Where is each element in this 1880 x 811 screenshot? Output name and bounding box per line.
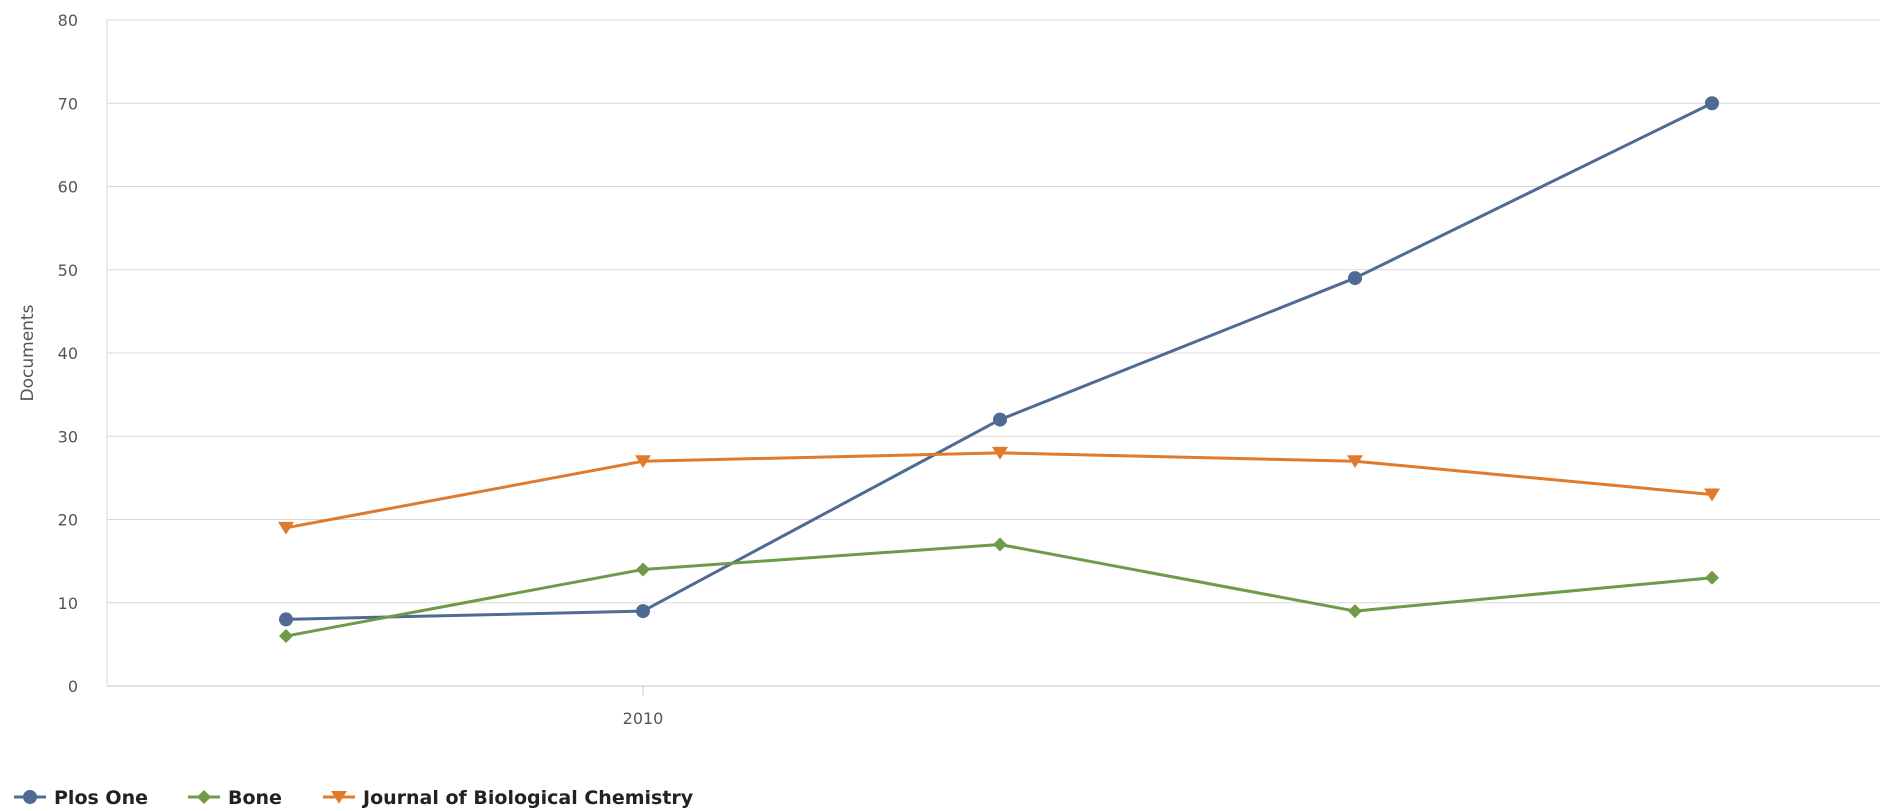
y-tick-label: 10 — [58, 594, 78, 613]
data-point-s2-4[interactable] — [1348, 604, 1362, 619]
data-point-s3-5[interactable] — [1704, 488, 1720, 502]
series-markers — [278, 96, 1720, 644]
y-axis-title: Documents — [18, 304, 38, 401]
y-tick-label: 70 — [58, 94, 78, 113]
legend-item-3[interactable]: Journal of Biological Chemistry — [323, 787, 694, 809]
data-point-s3-4[interactable] — [1347, 455, 1363, 469]
data-point-s3-1[interactable] — [278, 521, 294, 535]
y-tick-label: 0 — [68, 677, 78, 696]
legend-marker[interactable] — [23, 790, 37, 804]
y-tick-label: 40 — [58, 344, 78, 363]
y-tick-label: 30 — [58, 427, 78, 446]
y-tick-label: 20 — [58, 511, 78, 530]
legend-label: Bone — [228, 787, 282, 809]
y-tick-label: 50 — [58, 261, 78, 280]
data-point-s1-2[interactable] — [636, 604, 650, 619]
data-point-s1-5[interactable] — [1705, 96, 1719, 111]
series-line-2 — [285, 542, 1713, 638]
data-point-s1-1[interactable] — [279, 612, 293, 627]
series-lines — [285, 101, 1713, 638]
data-point-s3-2[interactable] — [635, 455, 651, 469]
x-tick-label: 2010 — [623, 709, 664, 728]
legend-marker[interactable] — [331, 791, 347, 804]
series-line-3 — [285, 451, 1713, 530]
data-point-s1-3[interactable] — [993, 412, 1007, 427]
data-point-s2-5[interactable] — [1705, 570, 1719, 585]
data-point-s2-3[interactable] — [993, 537, 1007, 552]
data-point-s2-1[interactable] — [279, 629, 293, 644]
legend-marker[interactable] — [197, 790, 211, 804]
legend-label: Plos One — [54, 787, 148, 809]
legend-item-1[interactable]: Plos One — [14, 787, 148, 809]
data-point-s2-2[interactable] — [636, 562, 650, 577]
data-point-s1-4[interactable] — [1348, 271, 1362, 286]
gridlines — [107, 19, 1880, 687]
data-point-s3-3[interactable] — [992, 446, 1008, 460]
legend[interactable]: Plos One Bone Journal of Biological Chemis… — [14, 787, 694, 809]
legend-item-2[interactable]: Bone — [188, 787, 282, 809]
legend-label: Journal of Biological Chemistry — [361, 787, 694, 809]
y-tick-label: 60 — [58, 178, 78, 197]
y-tick-label: 80 — [58, 11, 78, 30]
axes: 0 10 20 30 40 50 60 70 80 2010 Documents — [18, 11, 663, 728]
